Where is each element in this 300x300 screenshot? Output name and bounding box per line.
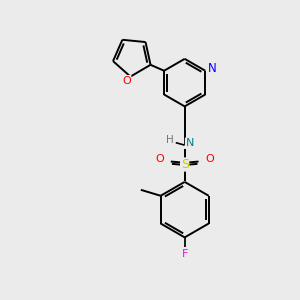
Text: N: N (208, 62, 217, 75)
Text: N: N (185, 138, 194, 148)
Text: F: F (182, 249, 188, 259)
Text: O: O (205, 154, 214, 164)
Text: O: O (122, 76, 131, 85)
Text: O: O (155, 154, 164, 164)
Text: S: S (181, 158, 189, 171)
Text: H: H (166, 135, 174, 145)
